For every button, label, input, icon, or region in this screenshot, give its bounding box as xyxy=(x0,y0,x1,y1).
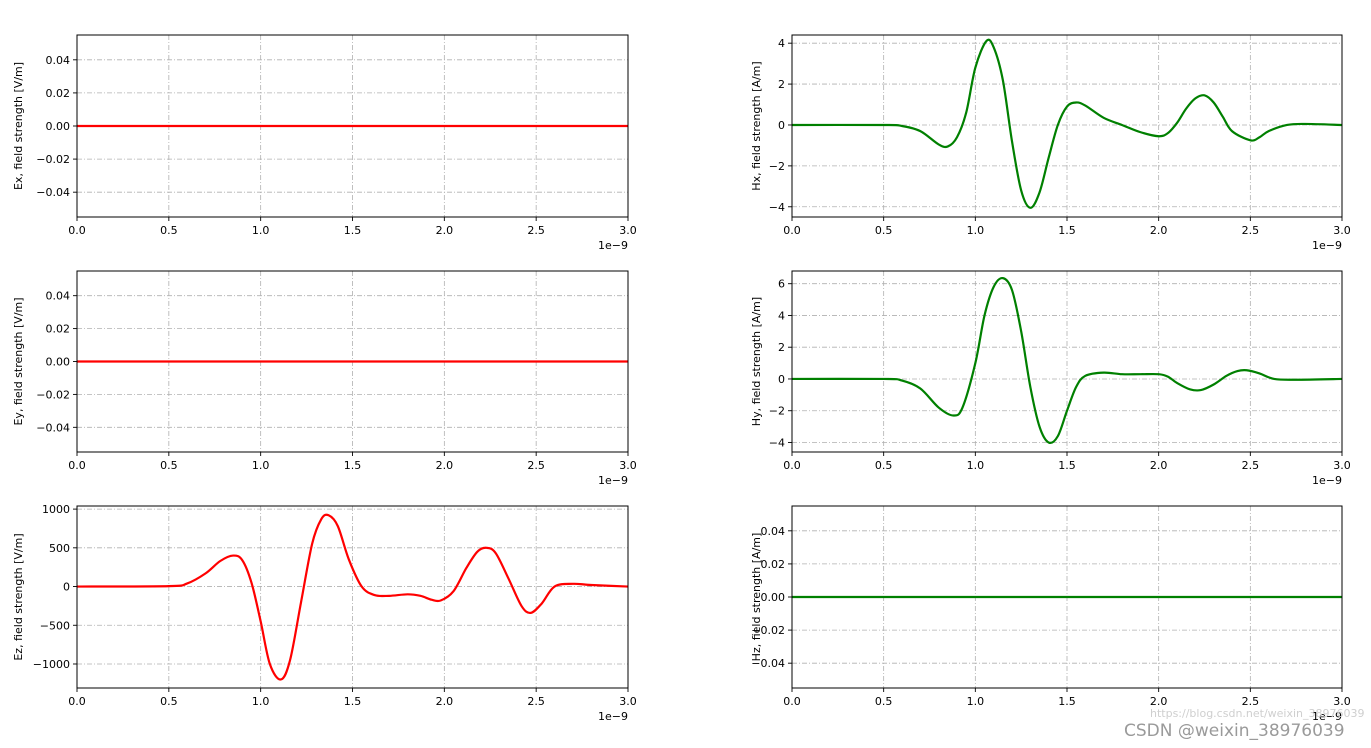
y-tick-label: 0 xyxy=(778,119,785,132)
x-tick-label: 0.0 xyxy=(68,459,86,472)
y-axis-label: Ey, field strength [V/m] xyxy=(12,297,25,425)
x-tick-label: 0.0 xyxy=(783,224,801,237)
y-tick-label: 0.00 xyxy=(46,120,71,133)
x-tick-label: 1.5 xyxy=(344,224,362,237)
x-tick-label: 3.0 xyxy=(1333,459,1351,472)
y-tick-label: −1000 xyxy=(33,658,70,671)
y-tick-label: 4 xyxy=(778,37,785,50)
x-tick-label: 1.0 xyxy=(252,695,270,708)
y-axis-label: Hz, field strength [A/m] xyxy=(750,533,763,662)
x-tick-label: 0.0 xyxy=(68,224,86,237)
y-axis-label: Ez, field strength [V/m] xyxy=(12,533,25,660)
subplot-1: 0.0 0.5 1.0 1.5 2.0 2.5 3.0 0.04 0.02 0.00 −0.02 −0… xyxy=(12,34,637,252)
y-tick-label: −0.02 xyxy=(36,153,70,166)
x-tick-label: 1.0 xyxy=(252,459,270,472)
y-tick-label: 500 xyxy=(49,542,70,555)
x-tick-label: 0.0 xyxy=(68,695,86,708)
x-tick-label: 0.5 xyxy=(160,695,178,708)
x-tick-label: 1.0 xyxy=(967,695,985,708)
subplot-5: 0.0 0.5 1.0 1.5 2.0 2.5 3.0 1000 500 0 −500 −1000 1e… xyxy=(12,503,637,723)
x-tick-label: 1.5 xyxy=(1058,695,1076,708)
subplot-3: 0.0 0.5 1.0 1.5 2.0 2.5 3.0 0.04 0.02 0.00 −0.02 −0… xyxy=(12,270,637,487)
x-tick-label: 1.0 xyxy=(967,459,985,472)
x-tick-label: 0.5 xyxy=(160,224,178,237)
y-tick-label: 0.04 xyxy=(761,525,786,538)
x-tick-label: 2.5 xyxy=(1242,224,1260,237)
y-tick-label: −0.04 xyxy=(36,186,70,199)
subplot-2: 0.0 0.5 1.0 1.5 2.0 2.5 3.0 4 2 0 −2 −4 1e−9 Hx, fiel… xyxy=(750,34,1351,252)
x-tick-label: 2.5 xyxy=(527,459,545,472)
y-tick-label: −4 xyxy=(769,201,785,214)
x-tick-label: 3.0 xyxy=(1333,224,1351,237)
x-offset-label: 1e−9 xyxy=(1312,474,1342,487)
x-tick-label: 2.0 xyxy=(436,459,454,472)
x-tick-label: 1.5 xyxy=(344,695,362,708)
y-tick-label: 6 xyxy=(778,278,785,291)
x-tick-label: 2.5 xyxy=(527,695,545,708)
x-offset-label: 1e−9 xyxy=(598,474,628,487)
y-tick-label: −2 xyxy=(769,160,785,173)
x-tick-label: 0.0 xyxy=(783,695,801,708)
y-tick-label: 4 xyxy=(778,309,785,322)
y-tick-label: −2 xyxy=(769,405,785,418)
x-tick-label: 2.5 xyxy=(1242,459,1260,472)
x-tick-label: 0.5 xyxy=(875,224,893,237)
x-tick-label: 2.5 xyxy=(1242,695,1260,708)
y-tick-label: 0.04 xyxy=(46,54,71,67)
y-tick-label: 0 xyxy=(63,581,70,594)
x-tick-label: 0.5 xyxy=(875,459,893,472)
series-line-1 xyxy=(791,277,1343,444)
y-tick-label: −0.02 xyxy=(751,624,785,637)
x-tick-label: 2.5 xyxy=(527,224,545,237)
y-tick-label: 0.02 xyxy=(761,558,786,571)
y-tick-label: −500 xyxy=(40,619,70,632)
watermark-url: https://blog.csdn.net/weixin_38976039 xyxy=(1150,707,1365,720)
series-line-1 xyxy=(791,38,1343,209)
y-axis-label: Hx, field strength [A/m] xyxy=(750,61,763,190)
x-offset-label: 1e−9 xyxy=(598,239,628,252)
x-tick-label: 0.5 xyxy=(875,695,893,708)
x-tick-label: 3.0 xyxy=(619,695,637,708)
y-tick-label: 0.04 xyxy=(46,290,71,303)
x-tick-label: 2.0 xyxy=(436,695,454,708)
x-offset-label: 1e−9 xyxy=(1312,239,1342,252)
x-tick-label: 1.5 xyxy=(344,459,362,472)
y-tick-label: 1000 xyxy=(42,503,70,516)
y-axis-label: Ex, field strength [V/m] xyxy=(12,62,25,190)
x-tick-label: 2.0 xyxy=(1150,224,1168,237)
x-tick-label: 0.0 xyxy=(783,459,801,472)
series-line-1 xyxy=(76,513,629,681)
y-tick-label: 0.00 xyxy=(46,356,71,369)
y-tick-label: 2 xyxy=(778,78,785,91)
y-tick-label: 0.02 xyxy=(46,323,71,336)
x-tick-label: 1.5 xyxy=(1058,459,1076,472)
y-tick-label: −0.04 xyxy=(36,421,70,434)
x-tick-label: 2.0 xyxy=(1150,459,1168,472)
subplot-6: 0.0 0.5 1.0 1.5 2.0 2.5 3.0 0.04 0.02 0.00 −0.02 −0… xyxy=(750,505,1351,723)
x-tick-label: 1.5 xyxy=(1058,224,1076,237)
y-tick-label: −0.02 xyxy=(36,388,70,401)
x-tick-label: 2.0 xyxy=(436,224,454,237)
x-tick-label: 2.0 xyxy=(1150,695,1168,708)
y-tick-label: 2 xyxy=(778,341,785,354)
y-tick-label: −4 xyxy=(769,436,785,449)
x-offset-label: 1e−9 xyxy=(598,710,628,723)
watermark-text: CSDN @weixin_38976039 xyxy=(1124,721,1345,741)
x-tick-label: 1.0 xyxy=(967,224,985,237)
y-tick-label: 0 xyxy=(778,373,785,386)
x-tick-label: 3.0 xyxy=(619,224,637,237)
x-tick-label: 3.0 xyxy=(619,459,637,472)
y-tick-label: 0.00 xyxy=(761,591,786,604)
y-tick-label: −0.04 xyxy=(751,657,785,670)
y-axis-label: Hy, field strength [A/m] xyxy=(750,297,763,426)
x-tick-label: 0.5 xyxy=(160,459,178,472)
y-tick-label: 0.02 xyxy=(46,87,71,100)
x-tick-label: 1.0 xyxy=(252,224,270,237)
x-tick-label: 3.0 xyxy=(1333,695,1351,708)
subplot-4: 0.0 0.5 1.0 1.5 2.0 2.5 3.0 6 4 2 0 −2 −4 1e−9 Hy, fie… xyxy=(750,270,1351,487)
x-offset-label: 1e−9 xyxy=(1312,710,1342,723)
